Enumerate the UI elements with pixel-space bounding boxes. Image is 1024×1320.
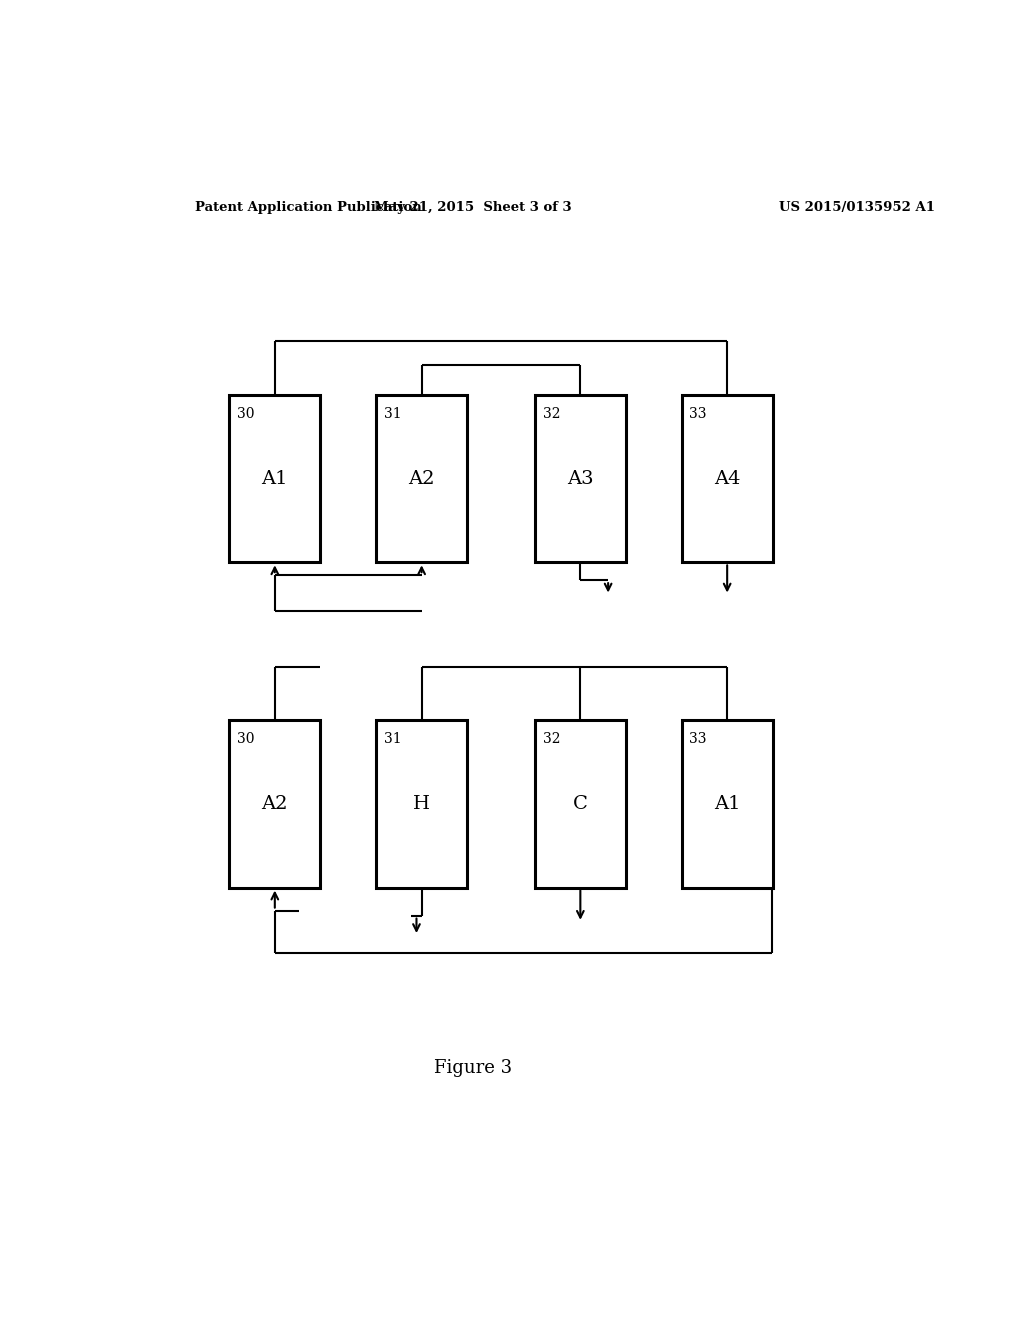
Bar	[682, 719, 773, 887]
Text: A2: A2	[409, 470, 435, 487]
Text: 32: 32	[543, 733, 560, 746]
Text: A2: A2	[261, 795, 288, 813]
Text: 31: 31	[384, 733, 401, 746]
Bar	[376, 395, 467, 562]
Bar	[229, 395, 321, 562]
Text: Patent Application Publication: Patent Application Publication	[196, 201, 422, 214]
Text: 30: 30	[238, 733, 255, 746]
Bar	[682, 395, 773, 562]
Text: A1: A1	[261, 470, 288, 487]
Bar	[229, 719, 321, 887]
Text: A3: A3	[567, 470, 594, 487]
Bar	[376, 719, 467, 887]
Bar	[535, 395, 626, 562]
Text: C: C	[572, 795, 588, 813]
Text: 32: 32	[543, 407, 560, 421]
Text: H: H	[413, 795, 430, 813]
Bar	[535, 719, 626, 887]
Text: Figure 3: Figure 3	[434, 1059, 512, 1077]
Text: 30: 30	[238, 407, 255, 421]
Text: 33: 33	[689, 733, 707, 746]
Text: A1: A1	[714, 795, 740, 813]
Text: A4: A4	[714, 470, 740, 487]
Text: 31: 31	[384, 407, 401, 421]
Text: May 21, 2015  Sheet 3 of 3: May 21, 2015 Sheet 3 of 3	[375, 201, 572, 214]
Text: 33: 33	[689, 407, 707, 421]
Text: US 2015/0135952 A1: US 2015/0135952 A1	[778, 201, 935, 214]
